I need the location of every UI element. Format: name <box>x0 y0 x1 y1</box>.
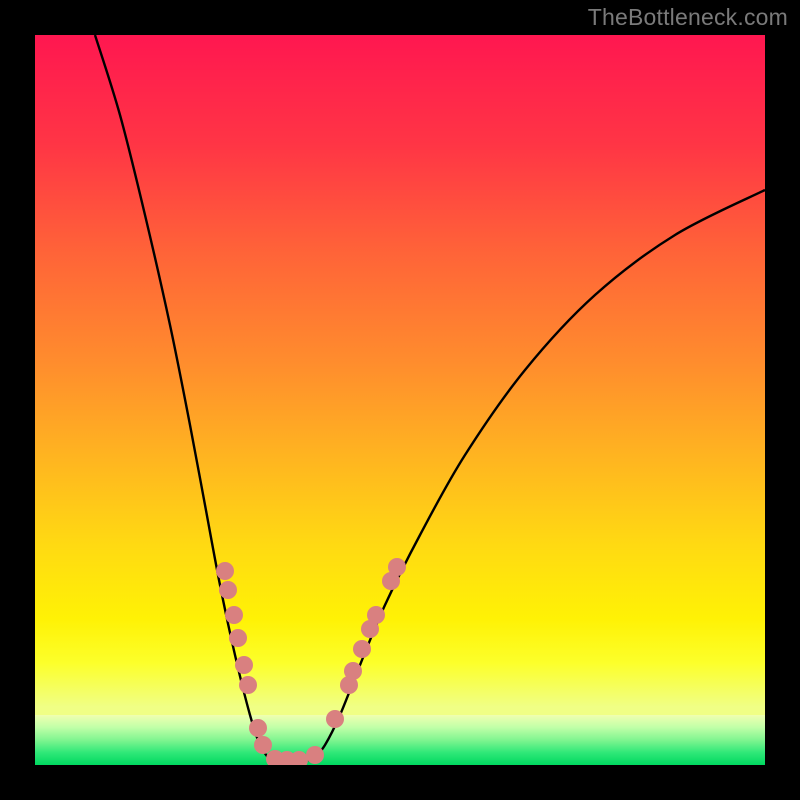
curve-layer <box>35 35 765 765</box>
watermark-text: TheBottleneck.com <box>588 4 788 31</box>
marker-point <box>229 629 247 647</box>
marker-point <box>326 710 344 728</box>
marker-point <box>235 656 253 674</box>
marker-point <box>344 662 362 680</box>
plot-container <box>35 35 765 765</box>
marker-point <box>249 719 267 737</box>
markers-group <box>216 558 406 765</box>
marker-point <box>367 606 385 624</box>
marker-point <box>216 562 234 580</box>
marker-point <box>254 736 272 754</box>
marker-point <box>306 746 324 764</box>
marker-point <box>219 581 237 599</box>
marker-point <box>388 558 406 576</box>
marker-point <box>239 676 257 694</box>
marker-point <box>225 606 243 624</box>
v-curve <box>95 35 765 760</box>
marker-point <box>353 640 371 658</box>
